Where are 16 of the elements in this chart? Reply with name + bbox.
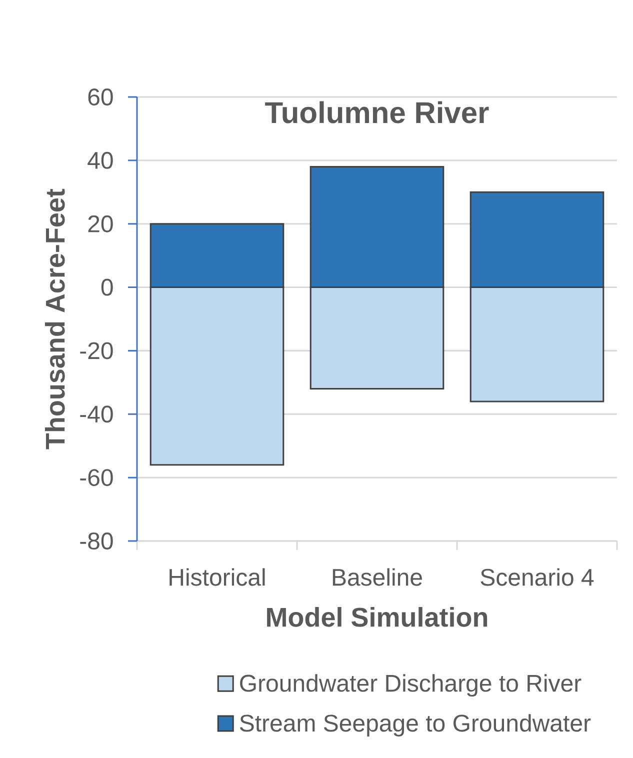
legend-label: Groundwater Discharge to River bbox=[240, 674, 582, 697]
x-axis-title: Model Simulation bbox=[267, 607, 488, 627]
y-tick-label: 20 bbox=[88, 215, 113, 232]
y-tick-label: -60 bbox=[80, 469, 113, 486]
y-tick-label: 40 bbox=[88, 152, 113, 169]
x-tick-label: Historical bbox=[170, 568, 265, 586]
y-tick-label: -80 bbox=[80, 532, 113, 550]
y-axis-title: Thousand Acre-Feet bbox=[45, 188, 65, 450]
legend-label: Stream Seepage to Groundwater bbox=[240, 714, 591, 736]
x-tick-label: Scenario 4 bbox=[480, 568, 594, 586]
chart-title: Tuolumne River bbox=[265, 101, 489, 124]
y-tick-label: 0 bbox=[101, 278, 113, 296]
y-tick-label: -20 bbox=[80, 342, 113, 360]
x-tick-label: Baseline bbox=[332, 568, 422, 586]
y-tick-label: -40 bbox=[80, 406, 113, 423]
y-tick-label: 60 bbox=[88, 88, 113, 106]
